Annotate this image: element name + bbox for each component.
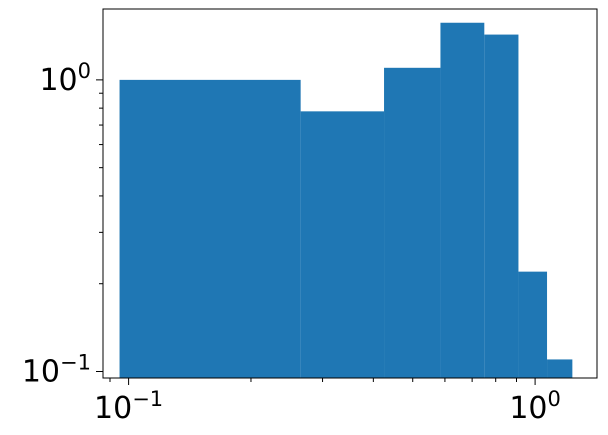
y-tick-label: 100 [39,59,91,98]
bars-layer [119,22,573,379]
histogram-bar-1 [119,79,301,378]
x-tick-label: 100 [509,387,561,426]
histogram-bar-6 [518,271,548,378]
histogram-bar-2 [300,111,385,378]
histogram-bar-4 [440,22,485,379]
y-axis: 10−1 100 [22,59,103,390]
histogram-bar-5 [484,34,519,378]
histogram-bar-7 [547,359,573,378]
x-axis: 10−1 100 [94,378,561,426]
histogram-bar-3 [384,67,441,379]
plot-frame [102,8,598,379]
y-tick-label: 10−1 [22,351,91,390]
x-tick-label: 10−1 [94,387,163,426]
